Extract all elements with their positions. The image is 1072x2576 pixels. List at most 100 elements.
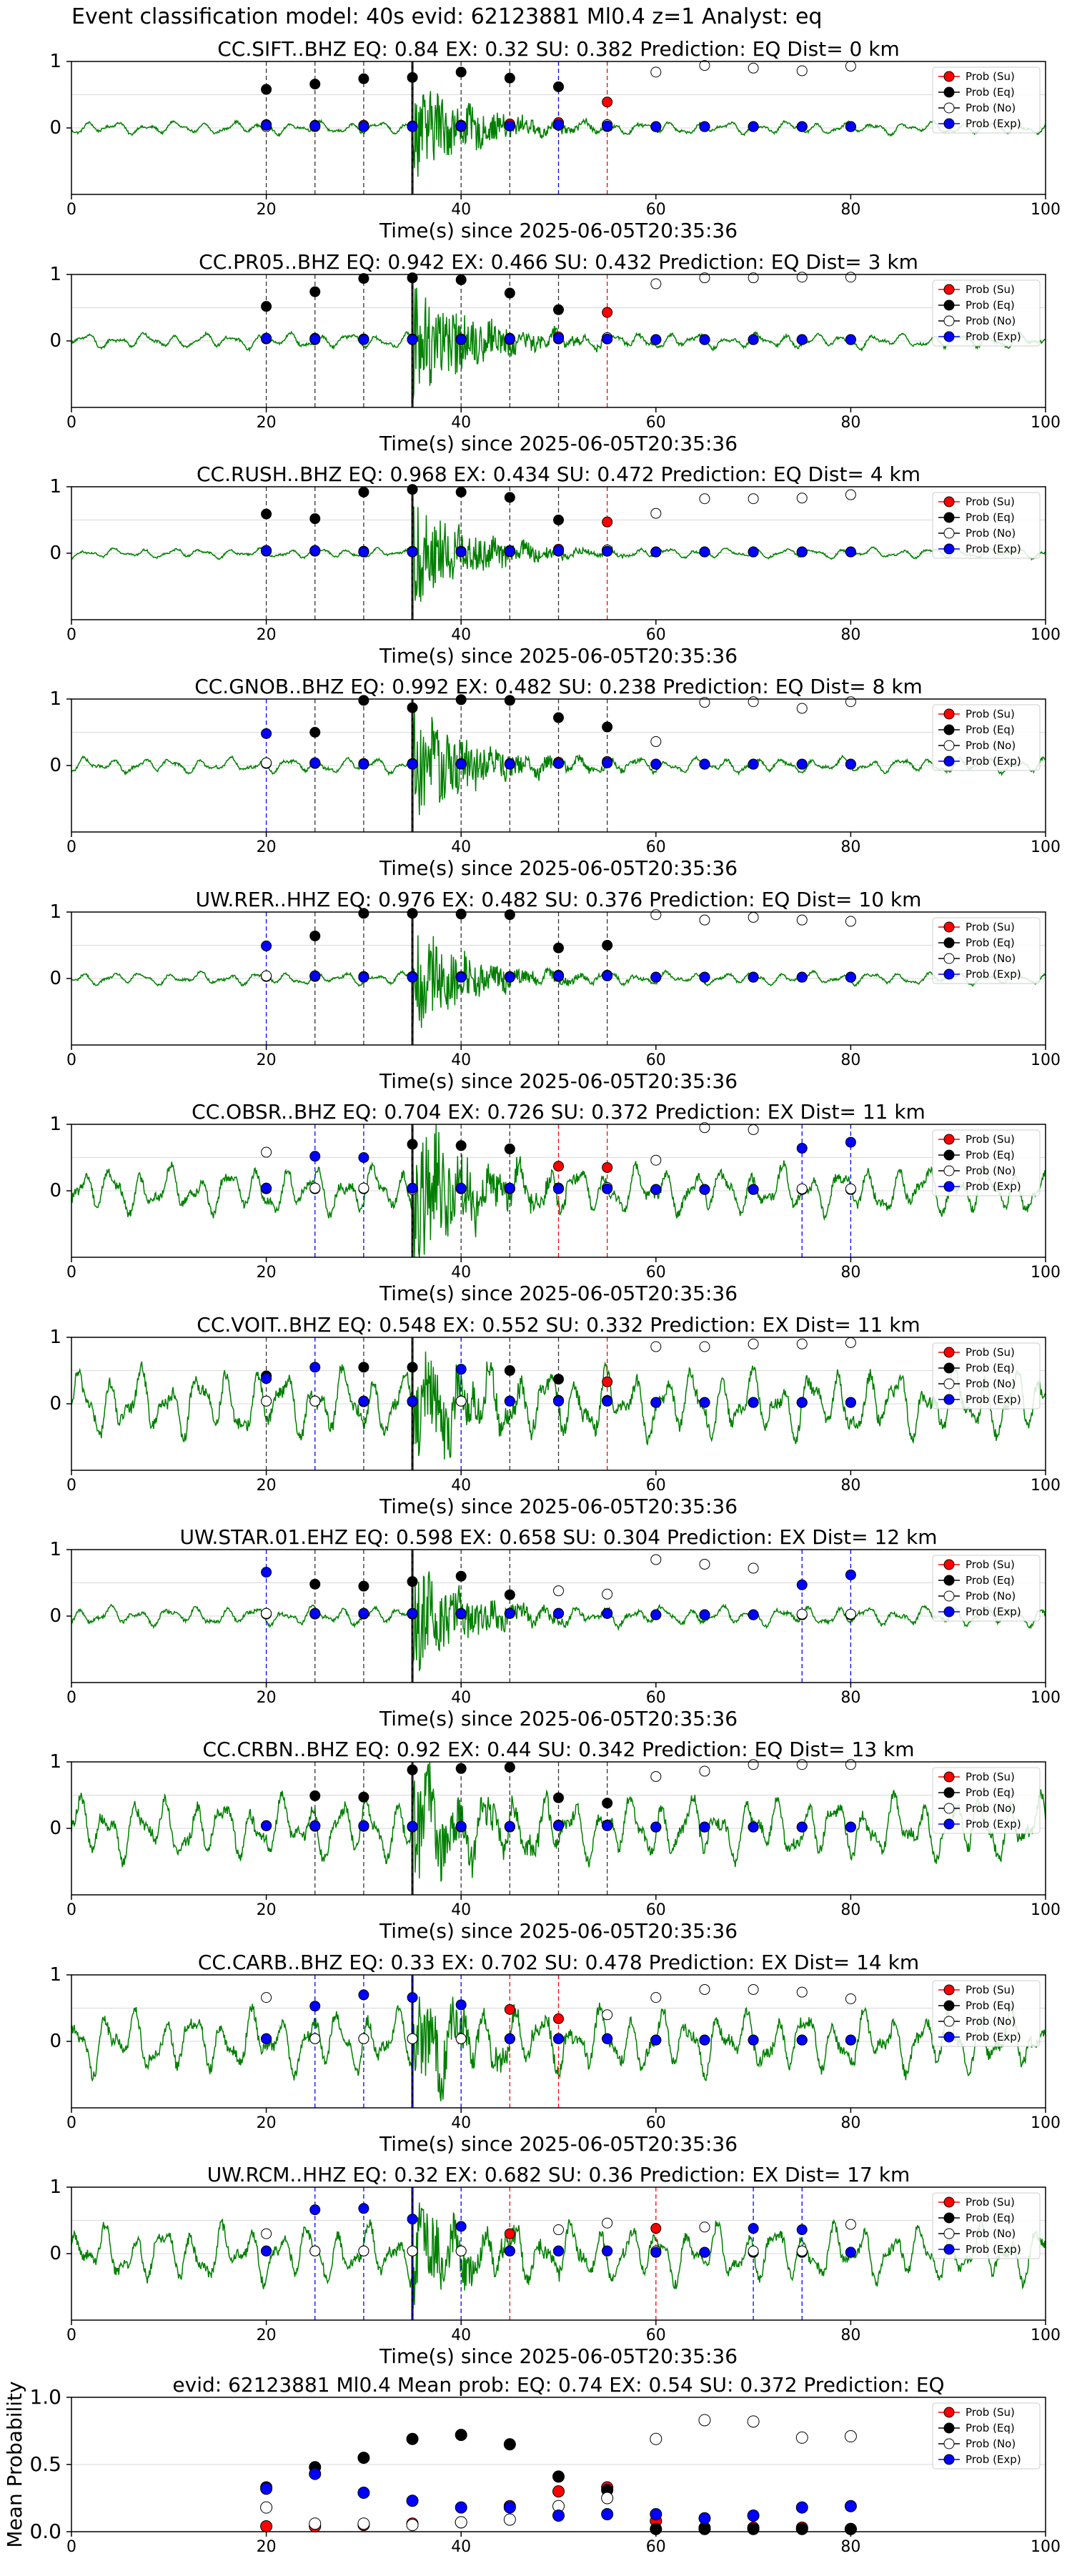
prob-point-no	[261, 1395, 272, 1407]
prob-point-no	[748, 911, 759, 923]
legend-marker-eq	[943, 1575, 955, 1586]
prob-point-exp	[796, 334, 808, 345]
mean-prob-point-eq	[698, 2522, 711, 2535]
prob-point-no	[748, 1562, 759, 1574]
prob-point-exp	[504, 545, 515, 557]
legend-marker-no	[943, 315, 955, 327]
prob-point-exp	[602, 545, 613, 557]
prob-point-exp	[602, 2245, 613, 2257]
prob-point-eq	[309, 1578, 321, 1590]
prob-point-no	[309, 1395, 321, 1407]
legend-box	[932, 66, 1041, 134]
mean-prob-point-no	[650, 2432, 662, 2445]
legend-marker-no	[943, 740, 955, 751]
x-axis-label: Time(s) since 2025-06-05T20:35:36	[379, 856, 738, 880]
prob-point-exp	[261, 1820, 272, 1831]
prob-point-exp	[407, 121, 418, 132]
prob-point-exp	[553, 970, 564, 981]
station-panel-0: CC.SIFT..BHZ EQ: 0.84 EX: 0.32 SU: 0.382…	[49, 37, 1061, 242]
legend-marker-su	[943, 921, 955, 933]
prob-point-exp	[748, 1184, 759, 1195]
prob-point-no	[845, 489, 856, 500]
legend-marker-su	[943, 1559, 955, 1570]
legend-label-exp: Prob (Exp)	[966, 1818, 1021, 1831]
prob-point-no	[796, 272, 808, 283]
station-panel-7: UW.STAR.01.EHZ EQ: 0.598 EX: 0.658 SU: 0…	[49, 1525, 1061, 1730]
legend-label-eq: Prob (Eq)	[966, 299, 1015, 312]
legend-label-no: Prob (No)	[966, 314, 1016, 327]
mean-prob-point-su	[552, 2485, 565, 2498]
prob-point-eq	[309, 727, 321, 738]
x-tick-label: 20	[257, 2114, 277, 2132]
legend-label-eq: Prob (Eq)	[966, 1574, 1015, 1587]
legend-label-eq: Prob (Eq)	[966, 936, 1015, 949]
prob-point-exp	[358, 971, 369, 983]
waveform-line	[71, 1571, 1046, 1673]
x-tick-label: 80	[840, 2114, 860, 2132]
prob-point-exp	[358, 334, 369, 345]
mean-prob-point-eq	[406, 2432, 419, 2445]
prob-point-no	[358, 1182, 369, 1194]
x-tick-label: 60	[646, 1901, 666, 1919]
x-tick-label: 20	[257, 2327, 277, 2344]
x-tick-label: 40	[451, 1689, 471, 1707]
prob-point-eq	[261, 301, 272, 312]
legend-box	[932, 1342, 1041, 1410]
prob-point-exp	[309, 545, 321, 556]
prob-point-no	[699, 1341, 710, 1352]
prob-point-no	[650, 909, 662, 921]
legend-label-no: Prob (No)	[966, 527, 1016, 540]
prob-point-exp	[407, 334, 418, 345]
prob-point-exp	[407, 1395, 418, 1407]
prob-point-eq	[407, 484, 418, 495]
prob-point-exp	[309, 2001, 321, 2012]
legend-marker-su	[943, 2196, 955, 2208]
waveform-line	[71, 2202, 1046, 2309]
legend-label-exp: Prob (Exp)	[966, 2453, 1021, 2466]
prob-point-exp	[602, 333, 613, 345]
prob-point-su	[602, 516, 613, 527]
prob-point-exp	[553, 119, 564, 130]
legend-label-exp: Prob (Exp)	[966, 1393, 1021, 1406]
x-tick-label: 20	[257, 2538, 277, 2556]
x-tick-label: 80	[840, 1264, 860, 1282]
x-tick-label: 100	[1031, 1689, 1061, 1707]
legend-label-no: Prob (No)	[966, 739, 1016, 752]
legend-label-su: Prob (Su)	[966, 1133, 1015, 1146]
legend-marker-eq	[943, 2422, 955, 2434]
legend-label-su: Prob (Su)	[966, 1983, 1015, 1996]
prob-point-exp	[455, 120, 467, 132]
legend-marker-su	[943, 71, 955, 82]
prob-point-su	[553, 2013, 564, 2024]
mean-prob-point-exp	[747, 2509, 760, 2522]
prob-point-eq	[504, 492, 515, 503]
prob-point-exp	[407, 1182, 418, 1194]
legend-label-su: Prob (Su)	[966, 283, 1015, 296]
mean-prob-point-exp	[455, 2501, 467, 2514]
prob-point-eq	[602, 1798, 613, 1809]
prob-point-eq	[504, 909, 515, 921]
prob-point-eq	[553, 942, 564, 953]
prob-point-exp	[261, 2245, 272, 2257]
legend-box	[932, 1767, 1041, 1834]
prob-point-no	[699, 493, 710, 505]
prob-point-exp	[309, 1607, 321, 1619]
y-tick-label: 1	[49, 1539, 61, 1560]
x-tick-label: 0	[66, 201, 76, 219]
prob-point-no	[602, 2009, 613, 2021]
prob-point-exp	[699, 546, 710, 558]
x-axis-label: Time(s) since 2025-06-05T20:35:36	[379, 1707, 738, 1730]
legend-marker-eq	[943, 2212, 955, 2224]
legend-label-su: Prob (Su)	[966, 1770, 1015, 1783]
legend-marker-no	[943, 2228, 955, 2239]
x-tick-label: 80	[840, 201, 860, 219]
y-tick-label: 1	[49, 1751, 61, 1773]
mean-prob-point-eq	[747, 2522, 760, 2535]
y-tick-label: 1	[49, 2176, 61, 2198]
prob-point-no	[845, 1759, 856, 1770]
legend-marker-exp	[943, 1181, 955, 1192]
prob-point-eq	[455, 694, 467, 705]
prob-point-exp	[650, 2246, 662, 2258]
mean-prob-point-eq	[552, 2470, 565, 2483]
x-tick-label: 0	[66, 1051, 76, 1069]
